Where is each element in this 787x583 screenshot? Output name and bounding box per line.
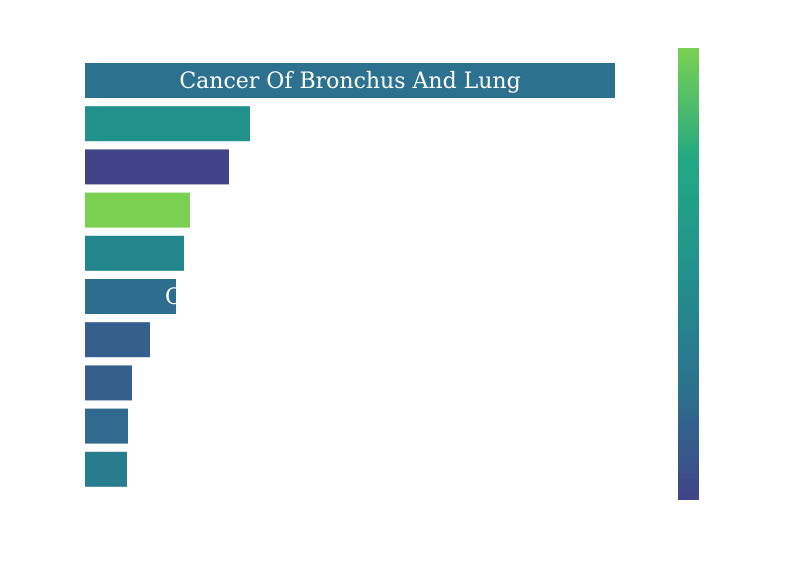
- bar-3: [85, 192, 190, 228]
- bar-6: [85, 322, 150, 358]
- bar-label-5: C: [165, 285, 182, 310]
- bar-1: [85, 106, 250, 142]
- bar-9: [85, 451, 127, 487]
- bar-4: [85, 235, 184, 271]
- bar-2: [85, 149, 229, 185]
- bar-0: [85, 63, 615, 98]
- bar-8: [85, 408, 128, 444]
- bar-label-0: Cancer Of Bronchus And Lung: [179, 69, 520, 94]
- colorbar: [678, 48, 699, 500]
- bar-5: [85, 279, 176, 314]
- bars-layer: [85, 63, 615, 487]
- bar-7: [85, 365, 132, 401]
- bar-labels-layer: Cancer Of Bronchus And Lung C: [165, 69, 521, 310]
